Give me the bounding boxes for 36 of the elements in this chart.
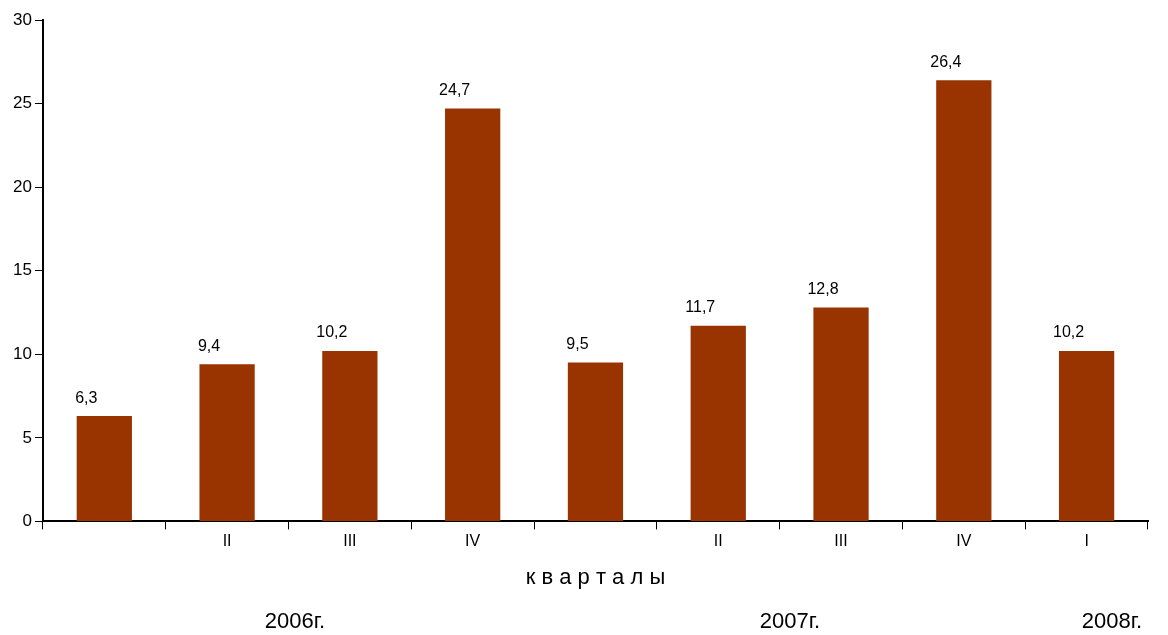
data-label: 12,8 — [807, 279, 839, 297]
x-tick-label: II — [713, 532, 723, 550]
bar — [813, 307, 869, 521]
y-tick-label: 25 — [12, 93, 32, 113]
y-tick-label: 0 — [22, 511, 32, 531]
x-tick-label: I — [1084, 532, 1089, 550]
x-axis-title: к в а р т а л ы — [525, 563, 666, 589]
bar — [690, 325, 746, 521]
data-label: 10,2 — [316, 323, 348, 341]
bar — [445, 108, 501, 521]
data-label: 9,4 — [197, 336, 221, 354]
data-label: 11,7 — [685, 298, 716, 316]
data-label: 10,2 — [1053, 323, 1085, 341]
data-label: 26,4 — [930, 52, 962, 70]
bar — [76, 416, 132, 521]
text: 2007г. — [759, 608, 821, 634]
y-tick-label: 5 — [22, 427, 32, 447]
bar — [936, 80, 992, 521]
y-tick-label: 10 — [12, 343, 32, 363]
bar — [567, 362, 624, 521]
x-tick-label: III — [834, 532, 848, 550]
text: 2006г. — [264, 608, 326, 634]
data-label: 6,3 — [75, 388, 98, 406]
y-tick-label: 15 — [12, 260, 32, 280]
x-tick-label: IV — [465, 532, 481, 550]
x-tick-label: II — [222, 532, 232, 550]
y-tick-label: 30 — [12, 9, 32, 29]
bar — [199, 364, 255, 521]
y-tick-label: 20 — [12, 176, 32, 196]
x-tick-label: IV — [956, 532, 972, 550]
bar — [322, 350, 378, 521]
text: 2008г. — [1081, 608, 1143, 634]
data-label: 24,7 — [439, 80, 471, 98]
data-label: 9,5 — [566, 335, 589, 353]
bar — [1058, 350, 1115, 521]
x-tick-label: III — [343, 532, 357, 550]
